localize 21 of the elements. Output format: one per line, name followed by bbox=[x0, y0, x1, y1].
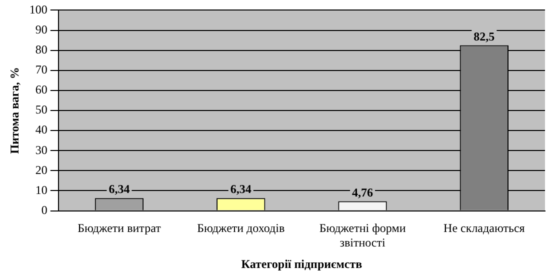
y-tick-label: 30 bbox=[35, 142, 48, 157]
data-label: 82,5 bbox=[474, 29, 495, 44]
y-tick-label: 100 bbox=[29, 2, 48, 16]
y-tick-label: 10 bbox=[35, 182, 48, 197]
x-tick-label: Бюджети витрат bbox=[78, 221, 162, 236]
y-tick-label: 50 bbox=[35, 102, 48, 117]
y-tick-label: 90 bbox=[35, 22, 48, 36]
y-tick-label: 40 bbox=[35, 122, 48, 137]
x-tick-label: Бюджети доходів bbox=[197, 221, 285, 236]
y-tick-label: 70 bbox=[35, 62, 48, 77]
y-tick-label: 60 bbox=[35, 82, 48, 97]
y-tick-label: 80 bbox=[35, 42, 48, 56]
x-tick-label: Бюджетні форми звітності bbox=[319, 221, 406, 250]
data-label: 6,34 bbox=[108, 182, 130, 196]
data-label: 6,34 bbox=[230, 182, 252, 196]
y-tick-label: 20 bbox=[35, 162, 48, 177]
y-tick-label: 0 bbox=[41, 202, 48, 217]
x-tick-label: Не складаються bbox=[444, 221, 526, 236]
data-label: 4,76 bbox=[352, 185, 374, 200]
x-axis-title: Категорії підприємств bbox=[241, 256, 363, 271]
y-axis-title: Питома вага, % bbox=[7, 67, 22, 154]
